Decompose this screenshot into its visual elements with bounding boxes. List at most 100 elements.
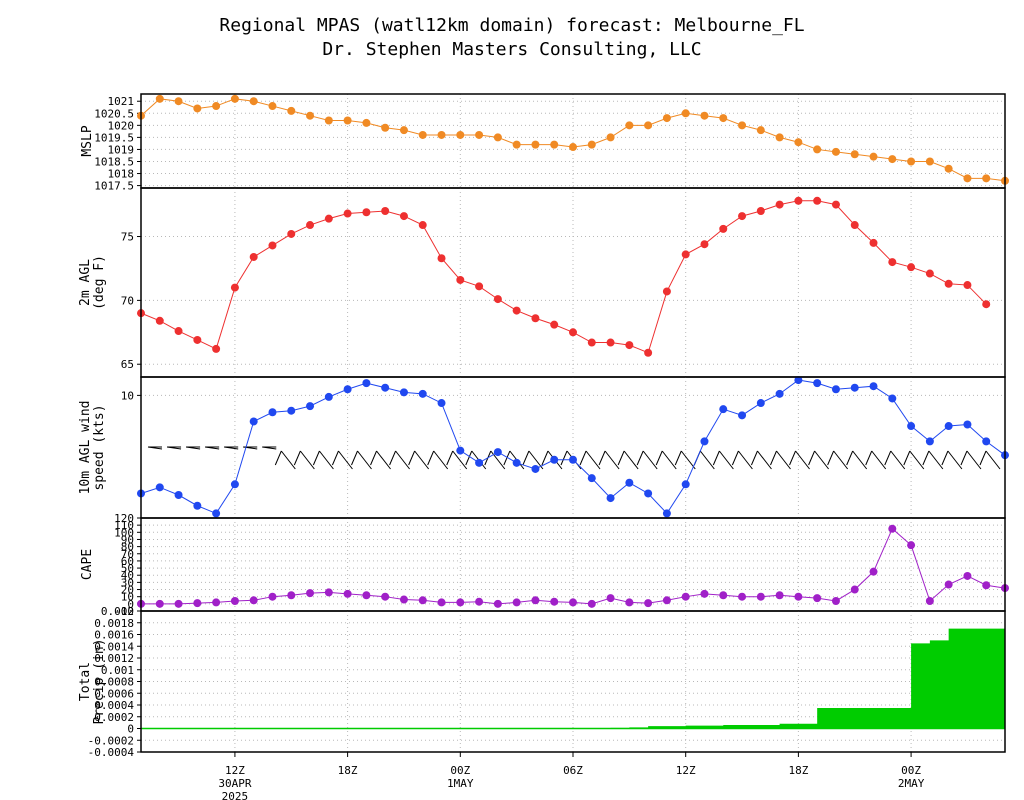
y-tick-label: 0 [127, 598, 134, 611]
data-point-cape [324, 588, 333, 597]
data-point-mslp [287, 106, 296, 115]
wind-barb [750, 450, 772, 470]
wind-barb [865, 450, 887, 470]
y-tick-label: 80 [121, 541, 134, 554]
data-point-mslp [644, 121, 653, 130]
data-point-wind [662, 509, 671, 518]
y-tick-label: -0.0002 [88, 734, 134, 747]
data-point-mslp [550, 140, 559, 149]
data-point-temp [681, 250, 690, 259]
x-tick-label: 12Z [676, 764, 696, 777]
wind-barb [960, 450, 982, 470]
data-point-wind [531, 464, 540, 473]
data-point-mslp [493, 133, 502, 142]
y-tick-label: 1019 [108, 143, 135, 156]
data-point-mslp [625, 121, 634, 130]
data-point-mslp [362, 118, 371, 127]
data-point-mslp [719, 114, 728, 123]
data-point-cape [587, 599, 596, 608]
data-point-temp [230, 283, 239, 292]
data-point-mslp [399, 126, 408, 135]
data-point-wind [831, 385, 840, 394]
y-tick-label: 0.0018 [94, 617, 134, 630]
wind-barb [846, 450, 868, 470]
y-axis-label: CAPE [80, 549, 95, 580]
data-point-wind [625, 478, 634, 487]
y-axis-label: 10m AGL wind [78, 401, 93, 495]
data-point-temp [381, 206, 390, 215]
data-point-temp [869, 238, 878, 247]
data-point-temp [362, 208, 371, 217]
data-point-cape [831, 596, 840, 605]
wind-barb [389, 450, 410, 470]
y-tick-label: -10 [114, 605, 134, 618]
wind-barb [408, 450, 430, 470]
data-point-temp [550, 320, 559, 329]
data-point-temp [850, 221, 859, 230]
data-point-wind [813, 379, 822, 388]
wind-barb [712, 450, 734, 470]
wind-barb [370, 450, 391, 470]
wind-barb [617, 450, 639, 470]
data-point-cape [625, 598, 634, 607]
data-point-mslp [324, 116, 333, 125]
data-point-temp [249, 252, 258, 261]
data-point-cape [343, 589, 352, 598]
data-point-mslp [569, 143, 577, 152]
data-point-cape [193, 599, 202, 608]
series-line-temp [140, 200, 987, 354]
y-tick-label: 20 [121, 584, 134, 597]
data-point-temp [925, 269, 934, 278]
data-point-cape [907, 541, 916, 550]
data-point-mslp [700, 111, 709, 120]
data-point-wind [174, 491, 183, 500]
panel-precip: -0.0004-0.000200.00020.00040.00060.00080… [78, 605, 1006, 759]
data-point-wind [925, 437, 934, 446]
wind-barb [693, 450, 715, 470]
data-point-wind [569, 455, 577, 464]
wind-barb [674, 450, 696, 470]
y-axis-label-units: speed (kts) [92, 404, 107, 490]
y-tick-label: 0.0006 [94, 687, 134, 700]
data-point-temp [155, 316, 164, 325]
precip-area [141, 628, 1005, 729]
data-point-mslp [775, 133, 784, 142]
x-tick-date: 30APR [218, 777, 251, 790]
data-point-mslp [963, 174, 972, 183]
data-point-wind [324, 392, 333, 401]
data-point-wind [155, 483, 164, 492]
data-point-cape [982, 581, 991, 590]
wind-barb [446, 450, 468, 470]
x-tick-label: 18Z [788, 764, 808, 777]
data-point-temp [174, 327, 183, 336]
y-axis-label-units: (deg F) [92, 255, 107, 310]
data-point-temp [831, 200, 840, 209]
data-point-mslp [907, 157, 916, 166]
data-point-temp [418, 221, 427, 230]
data-point-wind [756, 399, 765, 408]
data-point-cape [644, 599, 653, 608]
data-point-temp [775, 200, 784, 209]
data-point-temp [813, 196, 822, 205]
data-point-wind [381, 383, 390, 392]
data-point-wind [249, 417, 258, 426]
data-point-cape [249, 596, 258, 605]
data-point-wind [963, 420, 972, 429]
data-point-wind [982, 437, 991, 446]
data-point-cape [212, 598, 221, 607]
y-tick-label: 1021 [108, 95, 135, 108]
data-point-cape [925, 596, 934, 605]
data-point-wind [775, 389, 784, 398]
wind-barb [789, 450, 810, 470]
data-point-cape [268, 592, 277, 601]
data-point-mslp [230, 94, 239, 103]
y-tick-label: 1020 [108, 119, 135, 132]
y-tick-label: 10 [121, 389, 134, 402]
data-point-cape [944, 580, 953, 589]
data-point-wind [268, 408, 277, 417]
data-point-cape [399, 595, 408, 604]
data-point-wind [738, 411, 747, 420]
data-point-wind [587, 474, 596, 483]
